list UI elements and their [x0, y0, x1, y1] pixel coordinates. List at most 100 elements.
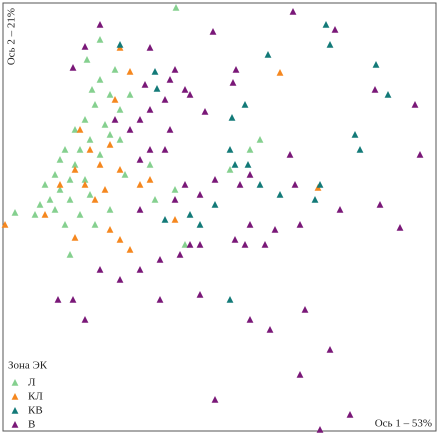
point — [96, 36, 104, 43]
point — [356, 146, 364, 153]
point — [181, 86, 189, 93]
point — [186, 241, 194, 248]
point — [186, 91, 194, 98]
point — [186, 211, 194, 218]
point — [111, 66, 119, 73]
point — [346, 411, 354, 418]
point — [246, 171, 254, 178]
point — [291, 181, 299, 188]
point — [11, 209, 19, 216]
point — [296, 221, 304, 228]
point — [116, 166, 124, 173]
point — [244, 161, 252, 168]
point — [181, 181, 189, 188]
point — [196, 291, 204, 298]
point — [31, 211, 39, 218]
point — [266, 326, 274, 333]
point — [116, 106, 124, 113]
point — [231, 161, 239, 168]
point — [76, 126, 84, 133]
point — [91, 101, 99, 108]
point — [172, 4, 180, 11]
point — [86, 191, 94, 198]
point — [56, 156, 64, 163]
point — [241, 241, 249, 248]
point — [246, 221, 254, 228]
point — [301, 306, 309, 313]
y-axis-label: Ось 2 – 21% — [6, 8, 18, 65]
point — [86, 136, 94, 143]
point — [71, 161, 79, 168]
point — [146, 44, 154, 51]
point — [411, 101, 419, 108]
point — [211, 176, 219, 183]
point — [116, 236, 124, 243]
point — [66, 196, 74, 203]
point — [81, 176, 89, 183]
point — [229, 79, 237, 86]
point — [264, 51, 272, 58]
point — [66, 176, 74, 183]
point — [196, 221, 204, 228]
point — [316, 181, 324, 188]
point — [326, 41, 334, 48]
point — [71, 166, 79, 173]
point — [371, 86, 379, 93]
point — [246, 316, 254, 323]
point — [101, 186, 109, 193]
legend-label: В — [28, 419, 35, 431]
point — [336, 206, 344, 213]
legend-marker — [11, 379, 19, 386]
point — [88, 86, 96, 93]
point — [286, 151, 294, 158]
point — [376, 201, 384, 208]
point — [236, 181, 244, 188]
point — [96, 161, 104, 168]
point — [61, 221, 69, 228]
point — [81, 181, 89, 188]
point — [76, 211, 84, 218]
x-axis-label: Ось 1 – 53% — [375, 418, 432, 430]
point — [56, 186, 64, 193]
point — [256, 136, 264, 143]
point — [36, 201, 44, 208]
point — [126, 246, 134, 253]
point — [201, 108, 209, 115]
point — [41, 211, 49, 218]
point — [256, 181, 264, 188]
legend-label: Л — [28, 377, 36, 389]
point — [151, 68, 159, 75]
point — [316, 426, 324, 433]
point — [322, 21, 330, 28]
point — [101, 121, 109, 128]
point — [416, 151, 424, 158]
point — [211, 396, 219, 403]
point — [296, 371, 304, 378]
point — [136, 181, 144, 188]
point — [126, 91, 134, 98]
point — [121, 171, 129, 178]
point — [171, 66, 179, 73]
point — [136, 266, 144, 273]
point — [111, 96, 119, 103]
point — [276, 191, 284, 198]
point — [151, 196, 159, 203]
point — [71, 126, 79, 133]
point — [66, 251, 74, 258]
point — [111, 116, 119, 123]
point — [81, 316, 89, 323]
point — [136, 156, 144, 163]
point — [271, 226, 279, 233]
point — [232, 66, 240, 73]
point — [181, 241, 189, 248]
point — [46, 196, 54, 203]
point — [372, 61, 380, 68]
legend-marker — [11, 421, 19, 428]
point — [156, 296, 164, 303]
point — [106, 131, 114, 138]
point — [136, 206, 144, 213]
point — [211, 201, 219, 208]
point — [69, 64, 77, 71]
point — [166, 126, 174, 133]
